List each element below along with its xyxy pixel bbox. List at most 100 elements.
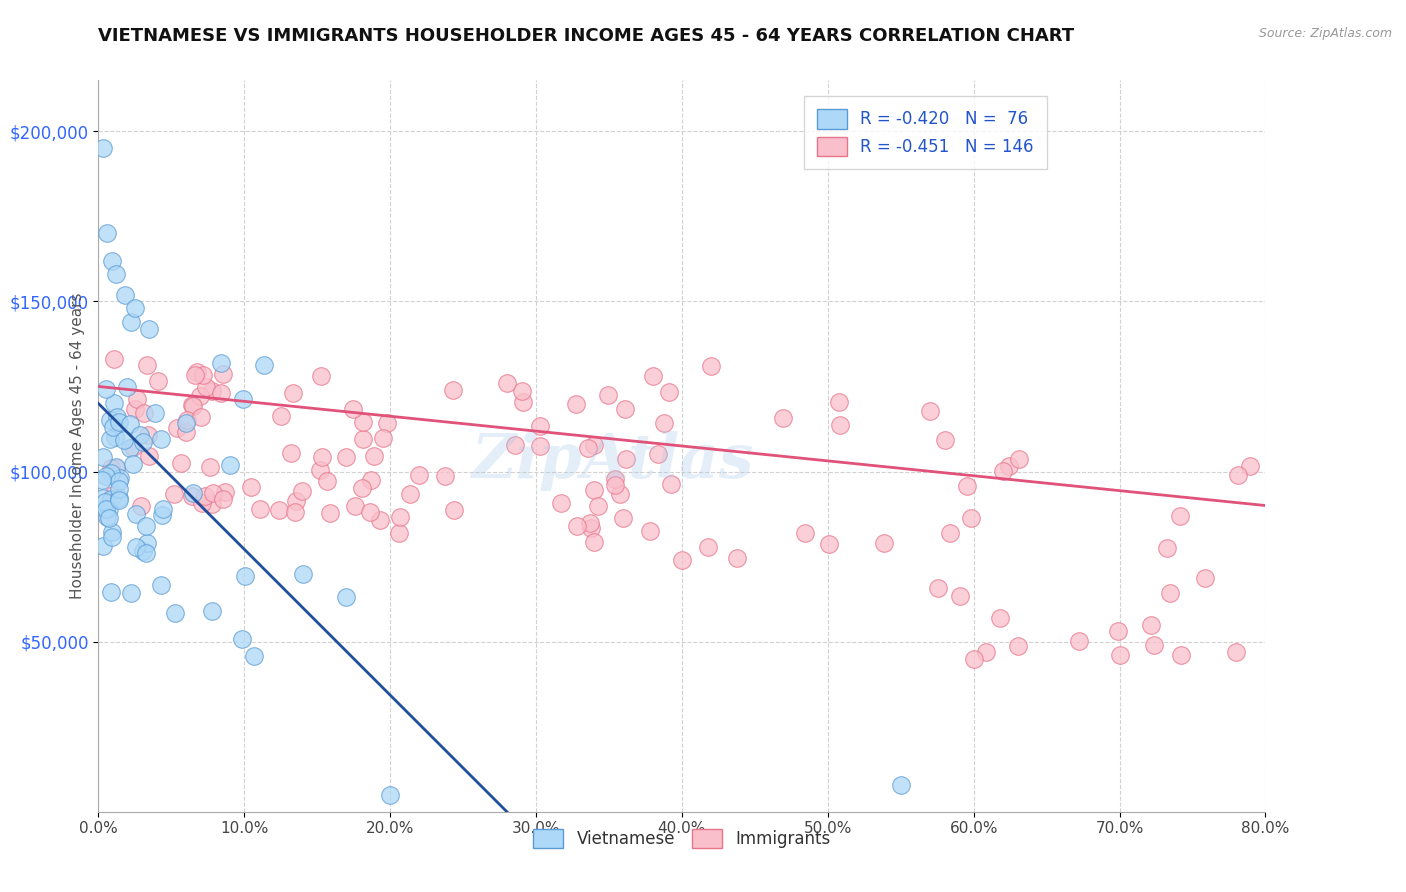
Point (104, 267, 127, 281)
Point (243, 649, 266, 664)
Point (375, 416, 398, 430)
Point (94, 382, 117, 396)
Point (103, 352, 125, 367)
Point (582, 535, 605, 549)
Point (190, 496, 212, 510)
Point (641, 369, 664, 384)
Point (108, 483, 131, 497)
Point (380, 788, 402, 802)
Point (583, 483, 606, 497)
Point (201, 384, 224, 399)
Point (190, 410, 212, 425)
Point (143, 406, 166, 420)
Point (934, 434, 956, 448)
Point (565, 519, 588, 533)
Point (529, 419, 551, 434)
Point (186, 365, 208, 379)
Point (212, 491, 235, 506)
Point (267, 503, 290, 517)
Point (956, 478, 979, 492)
Point (100, 491, 122, 506)
Point (993, 464, 1015, 478)
Point (441, 384, 464, 398)
Point (232, 392, 254, 406)
Text: ZipAtlas: ZipAtlas (471, 431, 754, 491)
Point (659, 476, 682, 491)
Point (927, 582, 949, 596)
Point (311, 450, 333, 464)
Point (209, 386, 232, 401)
Point (131, 499, 153, 513)
Point (163, 487, 186, 501)
Point (125, 392, 148, 406)
Point (174, 416, 197, 430)
Point (360, 473, 382, 487)
Point (91, 141, 114, 155)
Point (359, 505, 381, 519)
Point (550, 495, 572, 509)
Point (135, 518, 157, 533)
Point (125, 508, 148, 522)
Point (100, 461, 122, 475)
Point (170, 456, 193, 470)
Point (696, 540, 718, 554)
Y-axis label: Householder Income Ages 45 - 64 years: Householder Income Ages 45 - 64 years (69, 293, 84, 599)
Point (198, 459, 221, 474)
Point (368, 512, 391, 526)
Point (974, 645, 997, 659)
Point (103, 395, 125, 409)
Point (1108, 648, 1130, 663)
Point (772, 410, 794, 425)
Point (352, 432, 374, 446)
Point (202, 485, 225, 500)
Text: VIETNAMESE VS IMMIGRANTS HOUSEHOLDER INCOME AGES 45 - 64 YEARS CORRELATION CHART: VIETNAMESE VS IMMIGRANTS HOUSEHOLDER INC… (98, 27, 1074, 45)
Point (115, 380, 138, 394)
Point (638, 524, 661, 538)
Point (291, 484, 314, 499)
Point (1007, 639, 1029, 653)
Point (496, 376, 519, 390)
Point (352, 415, 374, 429)
Point (344, 499, 367, 513)
Point (107, 415, 129, 429)
Point (503, 437, 526, 451)
Point (100, 524, 122, 539)
Point (181, 486, 204, 500)
Point (1143, 638, 1166, 652)
Point (180, 489, 202, 503)
Point (94, 502, 117, 516)
Point (671, 553, 693, 567)
Point (586, 499, 609, 513)
Point (240, 480, 263, 494)
Point (105, 409, 128, 424)
Point (603, 472, 626, 486)
Point (135, 546, 157, 560)
Point (949, 589, 972, 603)
Point (1140, 618, 1163, 632)
Point (962, 651, 984, 665)
Point (576, 442, 599, 456)
Point (938, 526, 960, 541)
Point (1007, 451, 1029, 466)
Point (614, 451, 637, 466)
Point (352, 481, 374, 495)
Point (108, 493, 131, 508)
Point (335, 591, 357, 605)
Point (132, 434, 155, 449)
Point (103, 488, 125, 502)
Point (181, 399, 204, 413)
Point (150, 508, 173, 522)
Point (122, 441, 145, 455)
Point (596, 387, 619, 401)
Point (613, 402, 636, 417)
Point (135, 358, 157, 372)
Point (138, 321, 160, 335)
Point (399, 487, 422, 501)
Point (1069, 633, 1091, 648)
Point (316, 475, 339, 489)
Point (253, 358, 276, 372)
Point (108, 471, 131, 485)
Point (149, 432, 172, 446)
Point (114, 287, 136, 301)
Legend: R = -0.420   N =  76, R = -0.451   N = 146: R = -0.420 N = 76, R = -0.451 N = 146 (803, 96, 1047, 169)
